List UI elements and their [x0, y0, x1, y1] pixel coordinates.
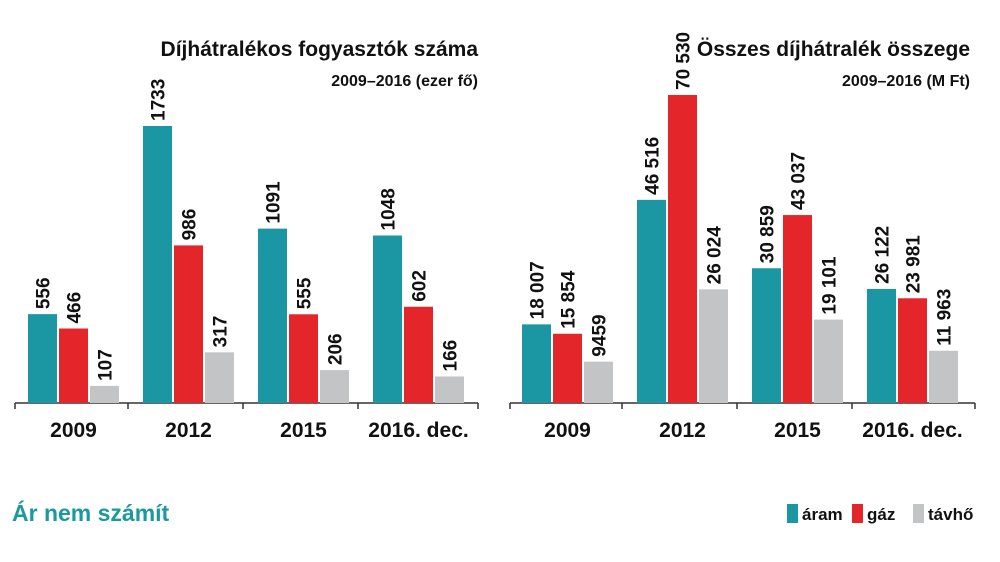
legend-label: gáz: [867, 505, 895, 524]
bar-áram-2009: [522, 324, 551, 403]
value-labels: 18 007 15 854 9459 46 516 70 530 26 024 30 859…: [528, 32, 956, 357]
bar-távhő-2016dec: [435, 376, 464, 403]
value-label: 1733: [149, 79, 170, 121]
bar-távhő-2015: [814, 319, 843, 403]
bar-távhő-2012: [205, 352, 234, 403]
bar-gáz-2015: [289, 314, 318, 403]
debt-amount-chart: Összes díjhátralék összege 2009–2016 (M …: [509, 32, 976, 442]
bar-távhő-2015: [320, 370, 349, 403]
chart-title: Díjhátralékos fogyasztók száma: [161, 38, 479, 61]
category-label: 2016. dec.: [862, 419, 962, 442]
chart-subtitle: 2009–2016 (M Ft): [842, 73, 970, 90]
category-label: 2012: [659, 419, 706, 442]
bars: [14, 126, 479, 409]
bar-gáz-2016dec: [898, 298, 927, 403]
value-label: 107: [96, 349, 117, 381]
bar-távhő-2016dec: [929, 350, 958, 403]
value-label: 206: [326, 333, 347, 365]
bar-gáz-2012: [174, 245, 203, 403]
value-label: 555: [295, 277, 316, 309]
legend-swatch: [913, 504, 924, 523]
value-label: 46 516: [643, 137, 664, 195]
bar-távhő-2012: [699, 289, 728, 403]
consumers-chart: Díjhátralékos fogyasztók száma 2009–2016…: [14, 38, 479, 442]
bar-áram-2012: [143, 126, 172, 403]
legend-swatch: [852, 504, 863, 523]
bar-távhő-2009: [584, 361, 613, 403]
category-label: 2009: [544, 419, 591, 442]
legend-label: áram: [802, 505, 843, 524]
value-label: 9459: [590, 314, 611, 356]
bar-áram-2016dec: [373, 235, 402, 403]
value-label: 26 122: [873, 226, 894, 284]
value-label: 26 024: [705, 226, 726, 285]
chart-title: Összes díjhátralék összege: [697, 38, 970, 61]
value-label: 19 101: [820, 256, 841, 315]
footer-title: Ár nem számít: [12, 499, 170, 526]
value-label: 43 037: [789, 152, 810, 210]
value-label: 466: [65, 292, 86, 324]
value-label: 15 854: [559, 270, 580, 329]
value-label: 1091: [264, 181, 285, 224]
value-label: 23 981: [904, 235, 925, 294]
value-label: 11 963: [935, 289, 956, 346]
value-label: 1048: [379, 188, 400, 230]
value-label: 556: [34, 277, 55, 309]
category-label: 2016. dec.: [368, 419, 468, 442]
category-labels: 2009 2012 2015 2016. dec.: [544, 419, 963, 442]
bar-áram-2015: [752, 268, 781, 403]
bar-áram-2015: [258, 228, 287, 403]
chart-subtitle: 2009–2016 (ezer fő): [331, 73, 478, 90]
category-label: 2009: [50, 419, 97, 442]
bar-gáz-2016dec: [404, 306, 433, 403]
bar-gáz-2009: [59, 328, 88, 403]
bar-áram-2012: [637, 199, 666, 403]
legend-label: távhő: [928, 505, 973, 524]
category-label: 2015: [280, 419, 327, 442]
value-label: 30 859: [758, 205, 779, 263]
bars: [509, 95, 976, 409]
value-label: 317: [211, 316, 232, 348]
bar-gáz-2009: [553, 333, 582, 403]
bar-távhő-2009: [90, 385, 119, 403]
category-label: 2012: [165, 419, 212, 442]
bar-áram-2009: [28, 314, 57, 403]
category-label: 2015: [774, 419, 821, 442]
value-labels: 556 466 107 1733 986 317 1091 555 206 1048 602 166: [34, 79, 462, 381]
value-label: 70 530: [674, 32, 695, 90]
value-label: 18 007: [528, 261, 549, 319]
legend-swatch: [787, 504, 798, 523]
bar-gáz-2012: [668, 95, 697, 403]
legend: áram gáz távhő: [787, 504, 973, 524]
bar-áram-2016dec: [867, 288, 896, 403]
value-label: 602: [410, 270, 431, 302]
value-label: 986: [180, 209, 201, 241]
bar-gáz-2015: [783, 215, 812, 403]
category-labels: 2009 2012 2015 2016. dec.: [50, 419, 469, 442]
value-label: 166: [441, 340, 462, 372]
